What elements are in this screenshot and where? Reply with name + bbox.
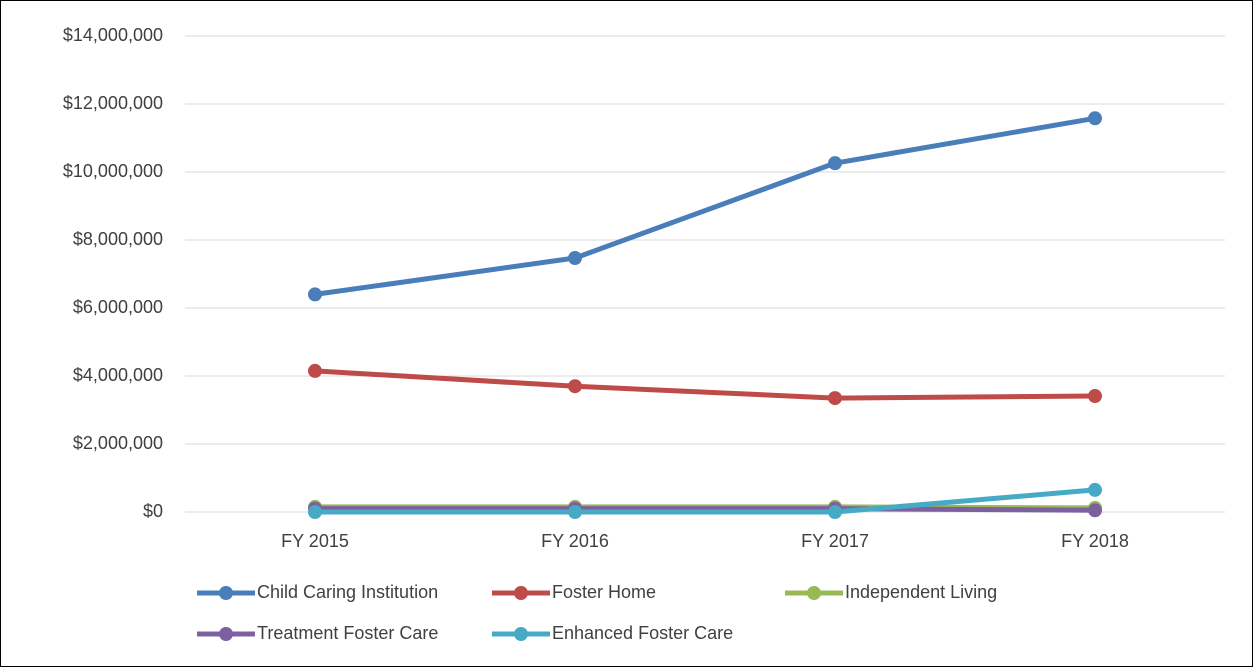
x-tick-label: FY 2017 [801, 531, 869, 551]
y-tick-label: $6,000,000 [73, 297, 163, 317]
point-marker [1088, 111, 1102, 126]
y-tick-label: $0 [143, 501, 163, 521]
point-marker [1088, 389, 1102, 404]
x-tick-label: FY 2016 [541, 531, 609, 551]
legend-label: Enhanced Foster Care [552, 623, 733, 643]
x-tick-label: FY 2018 [1061, 531, 1129, 551]
point-marker [308, 363, 322, 378]
point-marker [568, 379, 582, 394]
y-tick-label: $2,000,000 [73, 433, 163, 453]
legend-marker [219, 586, 233, 600]
point-marker [568, 251, 582, 266]
y-tick-label: $4,000,000 [73, 365, 163, 385]
point-marker [308, 505, 322, 519]
legend-label: Treatment Foster Care [257, 623, 438, 643]
series-line [312, 487, 1098, 515]
point-marker [308, 287, 322, 302]
point-marker [568, 505, 582, 519]
point-marker [828, 505, 842, 519]
legend-marker [514, 586, 528, 600]
legend-marker [807, 586, 821, 600]
point-marker [828, 156, 842, 171]
y-tick-label: $8,000,000 [73, 229, 163, 249]
y-tick-label: $10,000,000 [63, 161, 163, 181]
legend-marker [514, 627, 528, 641]
point-marker [828, 391, 842, 406]
x-tick-label: FY 2015 [281, 531, 349, 551]
legend-marker [219, 627, 233, 641]
y-tick-label: $12,000,000 [63, 93, 163, 113]
legend-label: Independent Living [845, 582, 997, 602]
legend-label: Foster Home [552, 582, 656, 602]
point-marker [1088, 503, 1102, 518]
series-line [312, 368, 1098, 401]
point-marker [1088, 482, 1102, 497]
legend-label: Child Caring Institution [257, 582, 438, 602]
series-line [312, 506, 1098, 513]
series-line [312, 115, 1098, 297]
y-tick-label: $14,000,000 [63, 25, 163, 45]
